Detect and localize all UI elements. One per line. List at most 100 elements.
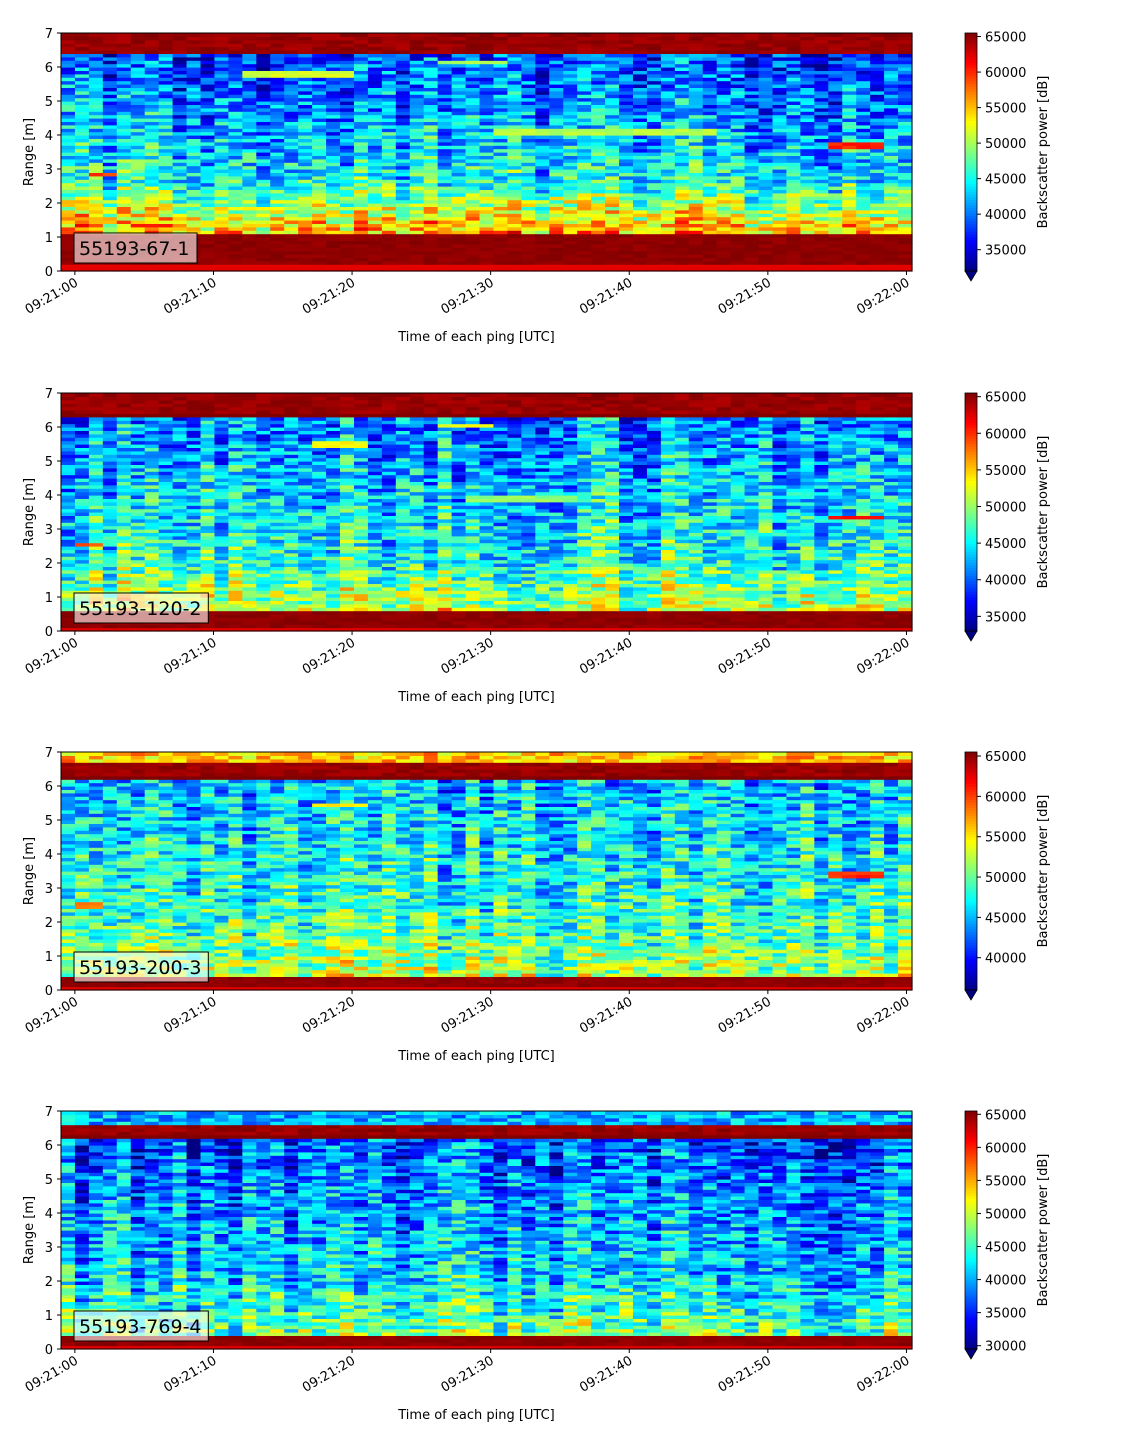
heatmap-cell xyxy=(451,118,467,122)
heatmap-cell xyxy=(158,230,174,235)
heatmap-cell xyxy=(298,33,313,37)
heatmap-cell xyxy=(200,223,216,228)
heatmap-cell xyxy=(144,199,160,204)
heatmap-cell xyxy=(186,84,202,88)
heatmap-cell xyxy=(242,216,257,221)
heatmap-cell xyxy=(228,67,243,71)
heatmap-cell xyxy=(451,87,467,92)
heatmap-cell xyxy=(130,94,146,99)
heatmap-cell xyxy=(507,124,522,129)
heatmap-cell xyxy=(744,233,760,238)
heatmap-cell xyxy=(465,199,481,204)
heatmap-cell xyxy=(632,243,648,248)
heatmap-cell xyxy=(437,121,453,126)
heatmap-cell xyxy=(395,84,411,88)
heatmap-cell xyxy=(381,247,397,252)
heatmap-cell xyxy=(605,33,620,37)
heatmap-cell xyxy=(214,233,230,238)
heatmap-cell xyxy=(284,77,299,82)
heatmap-cell xyxy=(577,250,592,255)
heatmap-cell xyxy=(200,39,216,44)
heatmap-cell xyxy=(395,145,411,150)
heatmap-cell xyxy=(451,90,467,95)
heatmap-cell xyxy=(158,226,174,231)
heatmap-cell xyxy=(479,243,495,248)
heatmap-cell xyxy=(828,141,843,146)
heatmap-cell xyxy=(326,240,341,245)
heatmap-cell xyxy=(340,70,355,75)
heatmap-cell xyxy=(284,196,299,201)
heatmap-cell xyxy=(493,101,509,105)
heatmap-cell xyxy=(144,80,160,85)
heatmap-cell xyxy=(158,53,174,58)
heatmap-cell xyxy=(88,87,104,92)
heatmap-cell xyxy=(451,145,467,150)
heatmap-cell xyxy=(158,94,174,99)
heatmap-cell xyxy=(786,33,801,37)
heatmap-cell xyxy=(61,454,76,459)
heatmap-cell xyxy=(228,169,243,173)
heatmap-cell xyxy=(102,73,118,78)
heatmap-cell xyxy=(186,63,202,68)
heatmap-cell xyxy=(144,124,160,129)
heatmap-cell xyxy=(61,203,76,207)
heatmap-cell xyxy=(800,141,815,146)
heatmap-cell xyxy=(340,216,355,221)
heatmap-cell xyxy=(451,36,467,41)
heatmap-cell xyxy=(116,196,132,201)
heatmap-cell xyxy=(130,223,146,228)
heatmap-cell xyxy=(716,233,732,238)
heatmap-cell xyxy=(660,192,676,197)
heatmap-cell xyxy=(507,199,522,204)
heatmap-cell xyxy=(116,213,132,218)
heatmap-cell xyxy=(158,152,174,156)
heatmap-cell xyxy=(130,87,146,92)
heatmap-cell xyxy=(340,94,355,99)
heatmap-cell xyxy=(158,172,174,177)
heatmap-cell xyxy=(74,199,90,204)
heatmap-cell xyxy=(409,67,425,71)
heatmap-cell xyxy=(256,33,271,37)
heatmap-cell xyxy=(451,192,467,197)
heatmap-cell xyxy=(437,131,453,136)
heatmap-cell xyxy=(814,250,829,255)
heatmap-cell xyxy=(353,39,369,44)
heatmap-cell xyxy=(465,254,481,258)
heatmap-cell xyxy=(507,192,522,197)
heatmap-cell xyxy=(563,148,578,153)
heatmap-cell xyxy=(284,50,299,54)
heatmap-cell xyxy=(228,233,243,238)
heatmap-cell xyxy=(632,209,648,214)
heatmap-cell xyxy=(437,189,453,194)
heatmap-cell xyxy=(772,209,788,214)
heatmap-cell xyxy=(172,138,188,143)
heatmap-cell xyxy=(256,124,271,129)
heatmap-cell xyxy=(716,216,732,221)
heatmap-cell xyxy=(381,206,397,211)
heatmap-cell xyxy=(870,192,885,197)
heatmap-cell xyxy=(423,53,439,58)
heatmap-cell xyxy=(284,267,299,272)
heatmap-cell xyxy=(632,216,648,221)
heatmap-cell xyxy=(102,152,118,156)
heatmap-cell xyxy=(395,155,411,160)
heatmap-cell xyxy=(563,216,578,221)
heatmap-cell xyxy=(144,216,160,221)
heatmap-cell xyxy=(786,182,801,187)
heatmap-cell xyxy=(228,73,243,78)
heatmap-cell xyxy=(381,94,397,99)
heatmap-cell xyxy=(256,145,271,150)
heatmap-cell xyxy=(144,169,160,173)
heatmap-cell xyxy=(884,216,899,221)
heatmap-cell xyxy=(381,77,397,82)
heatmap-cell xyxy=(381,36,397,41)
heatmap-cell xyxy=(242,101,257,105)
heatmap-cell xyxy=(284,209,299,214)
heatmap-cell xyxy=(200,240,216,245)
heatmap-cell xyxy=(605,158,620,163)
heatmap-cell xyxy=(130,36,146,41)
heatmap-cell xyxy=(409,226,425,231)
heatmap-cell xyxy=(451,111,467,116)
heatmap-cell xyxy=(298,250,313,255)
heatmap-cell xyxy=(116,107,132,112)
